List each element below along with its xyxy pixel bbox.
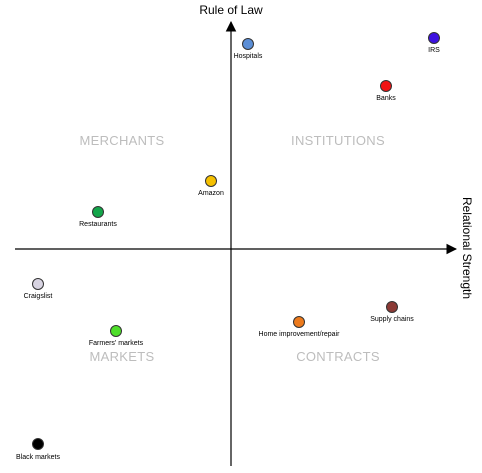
quadrant-label-institutions: INSTITUTIONS — [291, 133, 385, 148]
point-label: Hospitals — [234, 53, 263, 60]
point-label: Amazon — [198, 190, 224, 197]
point-restaurants: Restaurants — [79, 206, 117, 228]
point-label: Banks — [376, 95, 396, 102]
point-irs: IRS — [428, 32, 440, 54]
point-amazon: Amazon — [198, 175, 224, 197]
point-label: IRS — [428, 47, 440, 54]
point-label: Home improvement/repair — [259, 331, 341, 338]
point-supply-chains: Supply chains — [370, 301, 414, 323]
point-black-markets: Black markets — [16, 438, 60, 461]
point-marker — [110, 325, 122, 337]
quadrant-label-markets: MARKETS — [90, 349, 155, 364]
quadrant-label-merchants: MERCHANTS — [79, 133, 164, 148]
point-marker — [386, 301, 398, 313]
point-farmers-markets: Farmers' markets — [89, 325, 144, 347]
point-hospitals: Hospitals — [234, 38, 263, 60]
point-label: Farmers' markets — [89, 340, 144, 347]
point-label: Supply chains — [370, 316, 414, 323]
point-marker — [205, 175, 217, 187]
point-marker — [428, 32, 440, 44]
point-marker — [242, 38, 254, 50]
point-craigslist: Craigslist — [24, 278, 53, 300]
y-axis-title: Rule of Law — [199, 3, 263, 17]
point-label: Black markets — [16, 454, 60, 461]
x-axis-title: Relational Strength — [460, 197, 474, 299]
point-label: Restaurants — [79, 221, 117, 228]
point-label: Craigslist — [24, 293, 53, 300]
point-marker — [380, 80, 392, 92]
point-marker — [293, 316, 305, 328]
point-banks: Banks — [376, 80, 396, 102]
point-home-improvement-repair: Home improvement/repair — [259, 316, 341, 338]
quadrant-label-contracts: CONTRACTS — [296, 349, 380, 364]
point-marker — [32, 438, 44, 450]
point-marker — [32, 278, 44, 290]
point-marker — [92, 206, 104, 218]
